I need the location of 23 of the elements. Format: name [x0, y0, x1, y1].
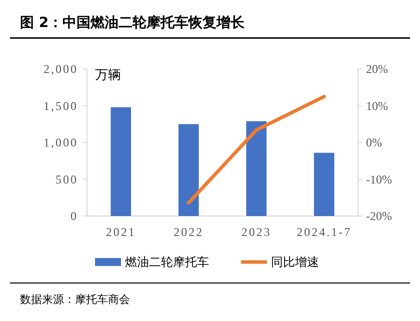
y2-tick-label: 0%: [366, 136, 382, 150]
x-tick-label: 2023: [241, 225, 272, 239]
y2-tick-label: 10%: [366, 98, 388, 113]
y-tick-label: 500: [56, 172, 78, 186]
y-tick-label: 0: [70, 209, 78, 224]
y-tick-label: 2,000: [44, 62, 78, 76]
y-axis-title: 万辆: [95, 68, 121, 83]
bar: [110, 107, 132, 216]
bar: [178, 124, 199, 216]
source-note: 数据来源：摩托车商会: [20, 293, 130, 306]
y2-tick-label: 20%: [366, 62, 388, 76]
y2-tick-label: -20%: [366, 209, 392, 224]
x-tick-label: 2022: [174, 225, 204, 239]
x-tick-label: 2024.1-7: [296, 225, 352, 239]
chart-title: 图 2：中国燃油二轮摩托车恢复增长: [20, 14, 246, 31]
y-tick-label: 1,500: [44, 98, 78, 113]
x-tick-label: 2021: [106, 225, 136, 239]
y2-tick-label: -10%: [366, 172, 392, 186]
legend-label: 同比增速: [271, 255, 319, 270]
bar: [314, 152, 334, 216]
bar: [246, 121, 267, 216]
legend-label: 燃油二轮摩托车: [125, 255, 209, 270]
y-tick-label: 1,000: [44, 136, 78, 150]
